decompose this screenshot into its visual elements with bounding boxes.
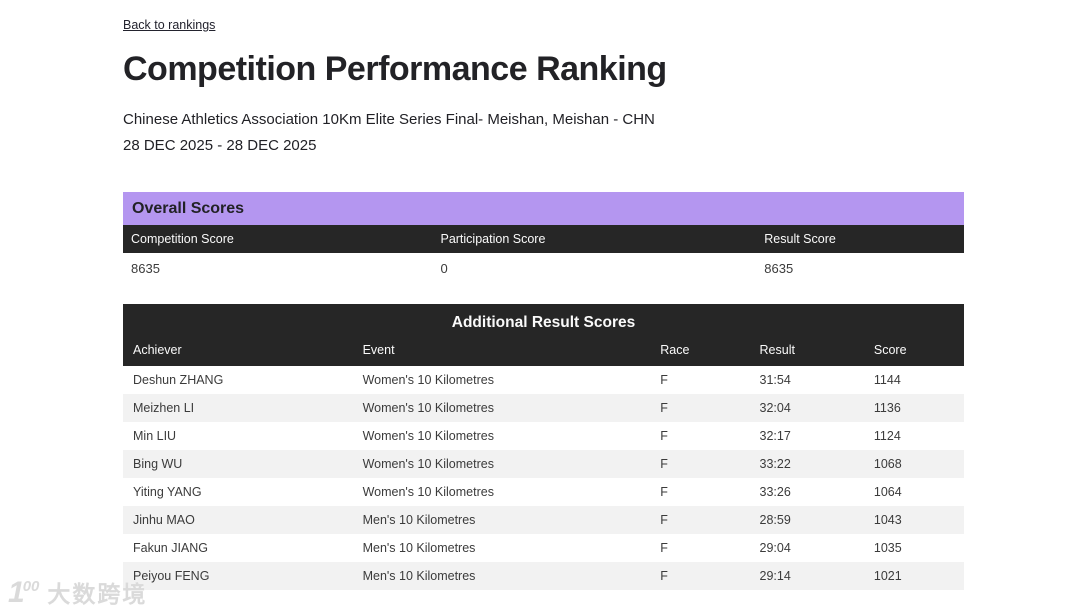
overall-scores-section: Overall Scores Competition Score Partici… — [123, 192, 964, 284]
table-row: Deshun ZHANG Women's 10 Kilometres F 31:… — [123, 366, 964, 394]
score-cell: 1144 — [873, 373, 901, 387]
score-cell: 1124 — [873, 429, 901, 443]
event-cell: Women's 10 Kilometres — [362, 429, 494, 443]
column-header-score: Score — [873, 342, 907, 357]
result-cell: 28:59 — [759, 513, 791, 527]
score-cell: 1035 — [873, 541, 902, 555]
additional-result-scores-column-headers: Achiever Event Race Result Score — [123, 333, 964, 366]
result-cell: 33:26 — [759, 485, 791, 499]
result-cell: 29:04 — [759, 541, 791, 555]
event-cell: Men's 10 Kilometres — [362, 569, 476, 583]
main-content: Back to rankings Competition Performance… — [123, 0, 964, 590]
column-header-result-score: Result Score — [764, 232, 836, 246]
event-cell: Women's 10 Kilometres — [362, 457, 494, 471]
additional-result-scores-table-body: Deshun ZHANG Women's 10 Kilometres F 31:… — [123, 366, 964, 590]
result-cell: 32:04 — [759, 401, 791, 415]
column-header-competition-score: Competition Score — [131, 232, 234, 246]
race-cell: F — [660, 569, 668, 583]
achiever-cell: Peiyou FENG — [133, 569, 210, 583]
result-cell: 33:22 — [759, 457, 791, 471]
race-cell: F — [660, 373, 668, 387]
overall-scores-values-row: 8635 0 8635 — [123, 253, 964, 284]
race-cell: F — [660, 485, 668, 499]
watermark-brand-text: 大数跨境 — [47, 581, 148, 607]
achiever-cell: Yiting YANG — [133, 485, 202, 499]
score-cell: 1136 — [873, 401, 901, 415]
score-cell: 1068 — [873, 457, 902, 471]
watermark-100-logo-icon: 100 — [8, 576, 40, 609]
race-cell: F — [660, 541, 668, 555]
event-cell: Women's 10 Kilometres — [362, 485, 494, 499]
event-cell: Men's 10 Kilometres — [362, 541, 476, 555]
score-cell: 1043 — [873, 513, 902, 527]
column-header-achiever: Achiever — [133, 342, 182, 357]
competition-subtitle: Chinese Athletics Association 10Km Elite… — [123, 111, 655, 128]
table-row: Yiting YANG Women's 10 Kilometres F 33:2… — [123, 478, 964, 506]
table-row: Meizhen LI Women's 10 Kilometres F 32:04… — [123, 394, 964, 422]
achiever-cell: Deshun ZHANG — [133, 373, 224, 387]
result-score-value: 8635 — [764, 261, 794, 276]
competition-date-range: 28 DEC 2025 - 28 DEC 2025 — [123, 137, 317, 154]
score-cell: 1021 — [873, 569, 902, 583]
table-row: Peiyou FENG Men's 10 Kilometres F 29:14 … — [123, 562, 964, 590]
table-row: Jinhu MAO Men's 10 Kilometres F 28:59 10… — [123, 506, 964, 534]
additional-result-scores-section: Additional Result Scores Achiever Event … — [123, 304, 964, 590]
additional-result-scores-title: Additional Result Scores — [451, 314, 636, 331]
column-header-race: Race — [660, 342, 690, 357]
column-header-result: Result — [759, 342, 795, 357]
race-cell: F — [660, 457, 668, 471]
achiever-cell: Min LIU — [133, 429, 177, 443]
result-cell: 29:14 — [759, 569, 791, 583]
achiever-cell: Fakun JIANG — [133, 541, 209, 555]
event-cell: Women's 10 Kilometres — [362, 373, 494, 387]
table-row: Bing WU Women's 10 Kilometres F 33:22 10… — [123, 450, 964, 478]
participation-score-value: 0 — [440, 261, 448, 276]
competition-score-value: 8635 — [131, 261, 160, 276]
event-cell: Women's 10 Kilometres — [362, 401, 494, 415]
result-cell: 32:17 — [759, 429, 791, 443]
overall-scores-column-headers: Competition Score Participation Score Re… — [123, 225, 964, 253]
race-cell: F — [660, 429, 668, 443]
overall-scores-header-bar: Overall Scores — [123, 192, 964, 225]
result-cell: 31:54 — [759, 373, 791, 387]
score-cell: 1064 — [873, 485, 902, 499]
achiever-cell: Jinhu MAO — [133, 513, 195, 527]
additional-result-scores-header-block: Additional Result Scores Achiever Event … — [123, 304, 964, 366]
back-to-rankings-link[interactable]: Back to rankings — [123, 18, 216, 32]
race-cell: F — [660, 513, 668, 527]
event-cell: Men's 10 Kilometres — [362, 513, 476, 527]
column-header-participation-score: Participation Score — [440, 232, 546, 246]
table-row: Fakun JIANG Men's 10 Kilometres F 29:04 … — [123, 534, 964, 562]
race-cell: F — [660, 401, 668, 415]
achiever-cell: Bing WU — [133, 457, 183, 471]
page-title: Competition Performance Ranking — [123, 50, 667, 88]
dashukuajing-watermark: 100 大数跨境 — [8, 572, 147, 608]
table-row: Min LIU Women's 10 Kilometres F 32:17 11… — [123, 422, 964, 450]
achiever-cell: Meizhen LI — [133, 401, 195, 415]
overall-scores-title: Overall Scores — [132, 199, 245, 217]
column-header-event: Event — [362, 342, 395, 357]
